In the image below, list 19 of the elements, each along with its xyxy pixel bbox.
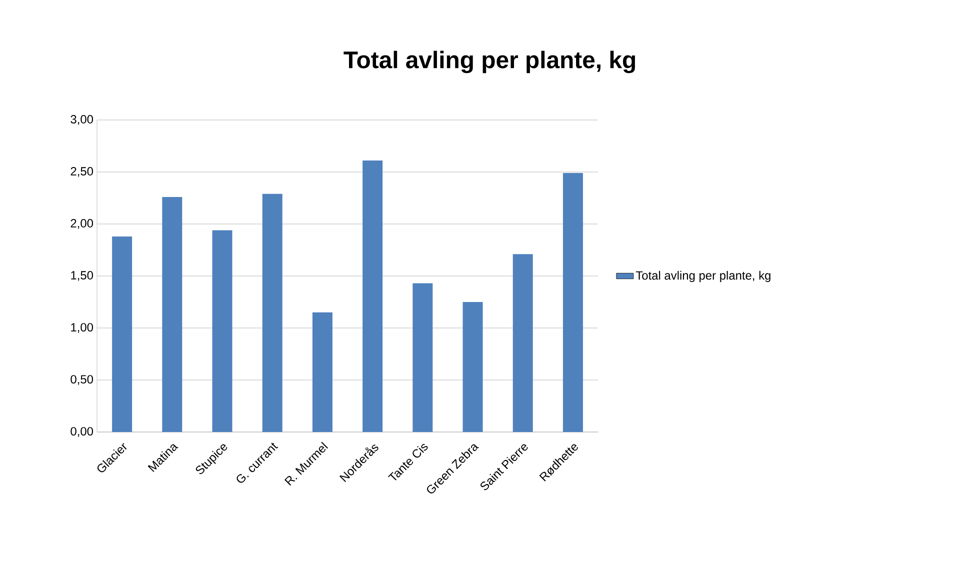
bar [212, 230, 232, 432]
chart-title: Total avling per plante, kg [344, 50, 635, 74]
bar [262, 194, 282, 432]
bar [462, 302, 483, 432]
bar [512, 254, 533, 432]
y-tick-label: 3,00 [70, 115, 94, 125]
y-tick-label: 2,50 [70, 167, 94, 177]
bar [362, 160, 383, 432]
y-tick-label: 0,50 [70, 375, 94, 385]
bar [312, 312, 332, 432]
y-tick-label: 2,00 [70, 219, 94, 229]
y-tick-label: 0,00 [70, 427, 94, 437]
bar [162, 196, 182, 432]
y-tick-label: 1,50 [71, 271, 94, 281]
y-tick-label: 1,00 [71, 323, 94, 333]
bar [112, 236, 132, 432]
bar [562, 173, 583, 432]
legend-label: Total avling per plante, kg [636, 270, 770, 282]
bar [412, 283, 433, 432]
